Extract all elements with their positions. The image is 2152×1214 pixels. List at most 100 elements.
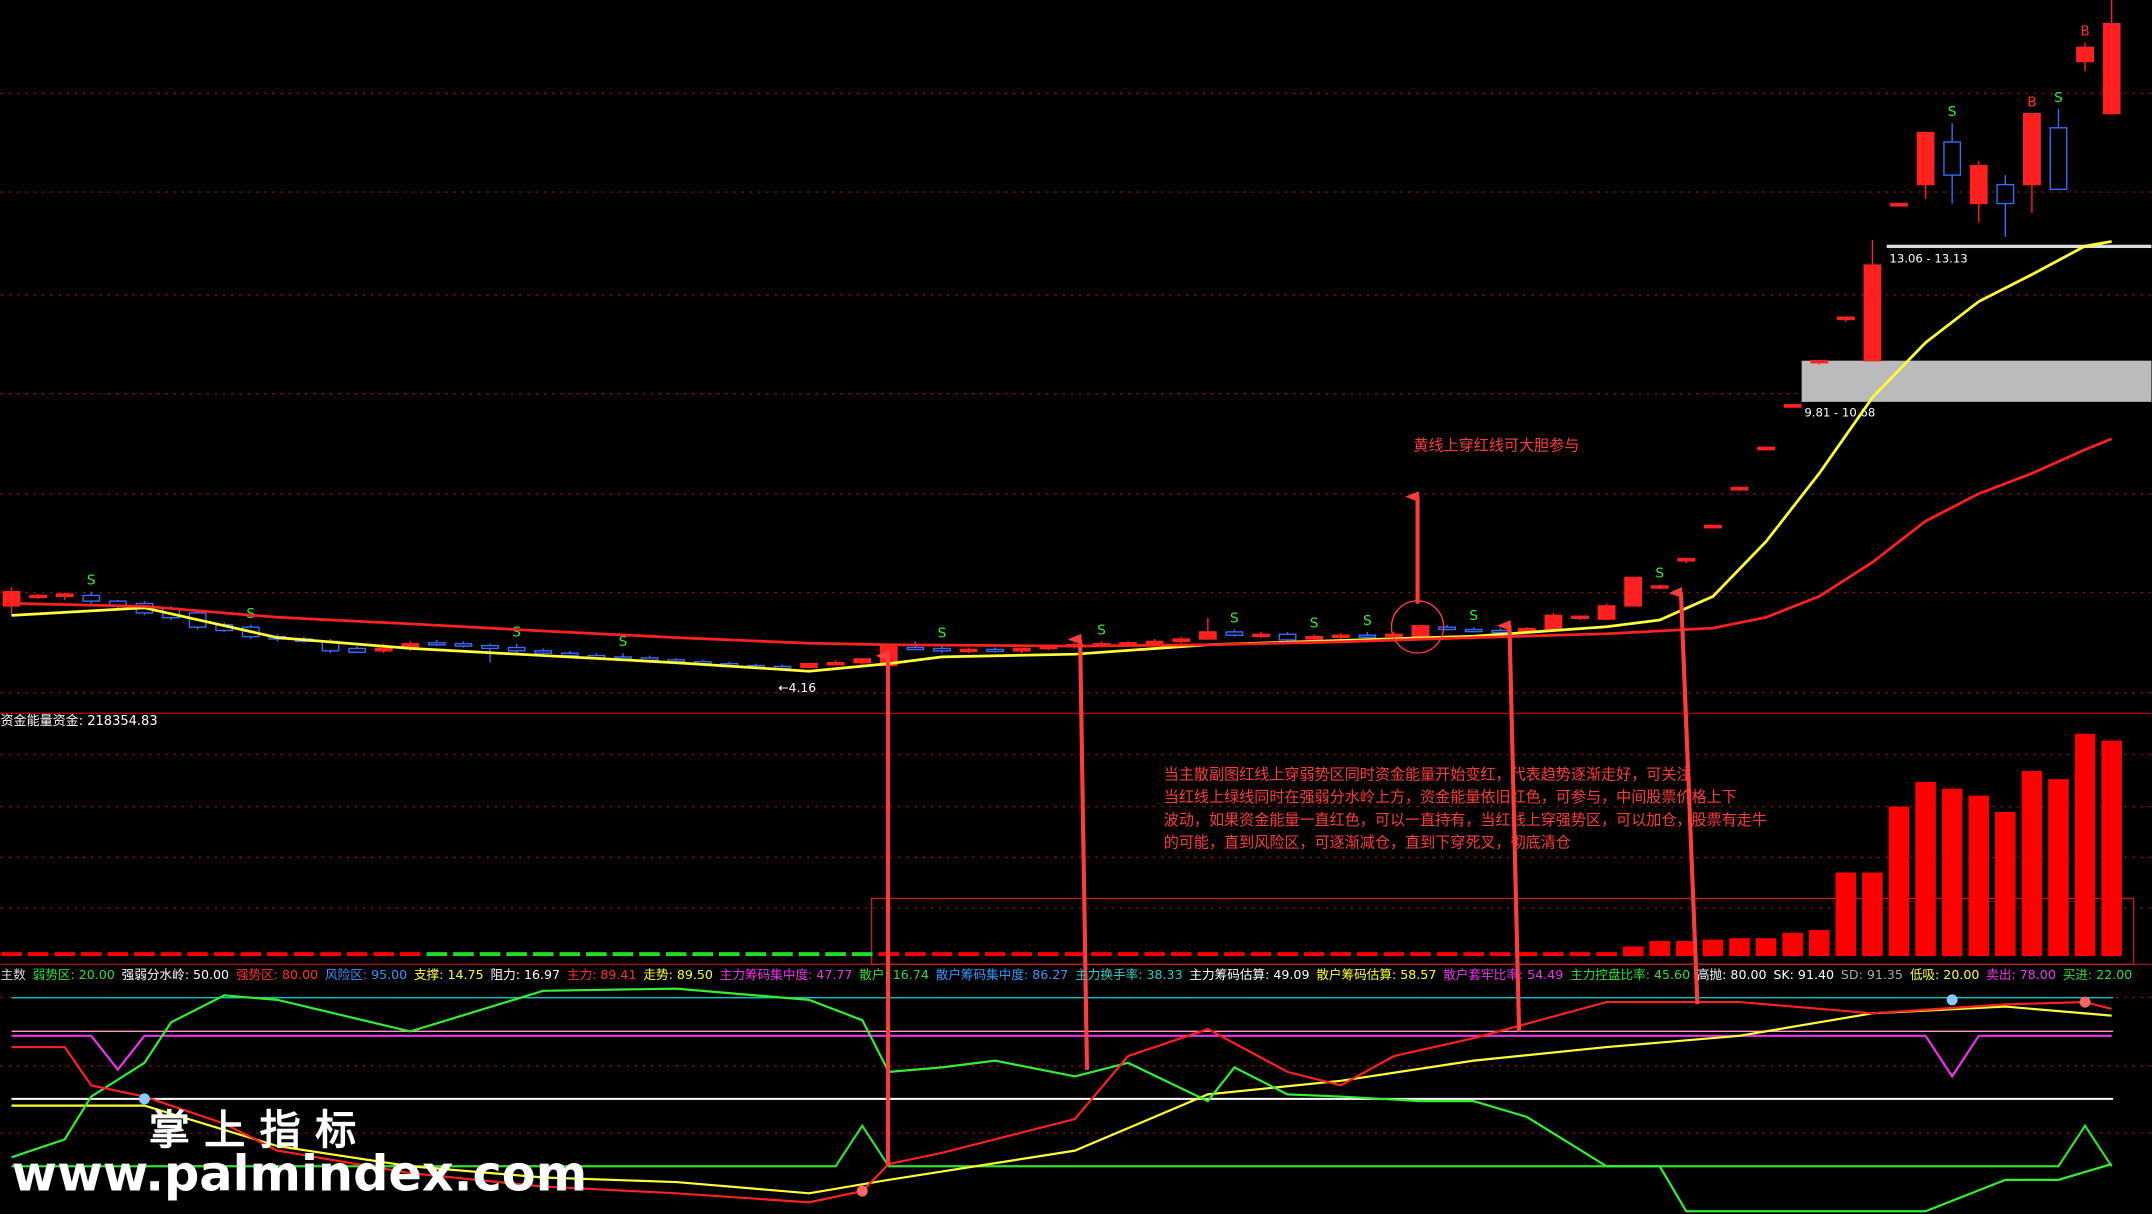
arrow bbox=[1668, 587, 1700, 1005]
candle-body bbox=[1198, 631, 1217, 640]
arrow bbox=[1497, 620, 1522, 1032]
bar bbox=[1835, 872, 1857, 957]
bar bbox=[346, 952, 368, 957]
series-line bbox=[11, 1000, 2112, 1204]
legend-item: 卖出: 78.00 bbox=[1986, 967, 2056, 982]
candle-body bbox=[2076, 46, 2095, 63]
bar bbox=[1729, 938, 1750, 957]
candle-body bbox=[1411, 625, 1430, 638]
bar bbox=[639, 952, 660, 957]
signal-label: S bbox=[512, 625, 521, 641]
candle-body bbox=[560, 652, 579, 657]
bar bbox=[745, 952, 767, 957]
arrows bbox=[875, 491, 1700, 1166]
candle-body bbox=[348, 647, 367, 653]
bar bbox=[1862, 872, 1883, 957]
candle-body bbox=[1544, 614, 1563, 631]
signal-label: S bbox=[619, 634, 628, 650]
candle-body bbox=[1145, 640, 1164, 645]
candle-body bbox=[1597, 605, 1616, 620]
legend-item: SK: 91.40 bbox=[1773, 967, 1834, 982]
bar bbox=[373, 952, 394, 957]
bar bbox=[1968, 795, 1990, 957]
candle-body bbox=[1650, 585, 1669, 589]
candle-body bbox=[82, 594, 101, 602]
signal-label: S bbox=[1363, 613, 1372, 629]
low-label: ←4.16 bbox=[778, 681, 816, 695]
bar bbox=[479, 952, 501, 957]
bar bbox=[320, 952, 341, 957]
candle-body bbox=[959, 648, 978, 653]
candle-body bbox=[1464, 628, 1483, 633]
bar bbox=[825, 952, 846, 957]
legend-item: 主力筹码估算: 49.09 bbox=[1189, 967, 1309, 982]
candle-body bbox=[507, 646, 526, 652]
signal-label: B bbox=[2080, 24, 2089, 40]
panel-title: 资金能量 bbox=[1, 713, 53, 729]
candle-body bbox=[800, 662, 818, 669]
candle-body bbox=[1624, 576, 1643, 607]
signal-label: S bbox=[1655, 566, 1664, 582]
signal-label: S bbox=[1948, 104, 1957, 120]
candle-body bbox=[1305, 635, 1324, 640]
signal-label: S bbox=[2054, 90, 2063, 106]
legend-item: 主力换手率: 38.33 bbox=[1075, 967, 1182, 982]
bar bbox=[1915, 781, 1936, 957]
note-line: 的可能，直到风险区，可逐渐减仓，直到下穿死叉，彻底清仓 bbox=[1164, 833, 1571, 851]
series-line bbox=[11, 1123, 2113, 1168]
bar bbox=[1091, 952, 1112, 957]
bar bbox=[1330, 952, 1352, 957]
legend-item: 强势区: 80.00 bbox=[236, 967, 318, 982]
bar bbox=[1596, 952, 1617, 957]
candle-body bbox=[1863, 264, 1882, 362]
legend-item: 弱势区: 20.00 bbox=[33, 967, 115, 982]
bar bbox=[1224, 952, 1245, 957]
bar bbox=[559, 952, 581, 957]
legend-item: 高抛: 80.00 bbox=[1697, 967, 1767, 982]
signal-dot bbox=[856, 1185, 868, 1197]
legend-item: 阻力: 16.97 bbox=[490, 967, 560, 982]
candle-body bbox=[2049, 127, 2068, 191]
legend-item: 主数 bbox=[1, 967, 27, 982]
legend-item: 风险区: 95.00 bbox=[325, 967, 407, 982]
signal-label: S bbox=[1230, 611, 1239, 627]
candle-body bbox=[1969, 164, 1988, 205]
candle-body bbox=[1996, 183, 2015, 205]
legend-item: 支撑: 14.75 bbox=[414, 967, 484, 982]
bar bbox=[612, 952, 634, 957]
bar bbox=[692, 952, 713, 957]
bar bbox=[2048, 779, 2069, 957]
bar bbox=[107, 952, 129, 957]
bar bbox=[2074, 733, 2096, 957]
highlight-box bbox=[870, 897, 2135, 966]
bar bbox=[1463, 952, 1484, 957]
watermark-url: www.palmindex.com bbox=[12, 1144, 588, 1202]
bar bbox=[213, 952, 235, 957]
bar bbox=[984, 952, 1006, 957]
bar bbox=[1888, 806, 1910, 957]
legend-item: SD: 91.35 bbox=[1841, 967, 1903, 982]
candle-body bbox=[1730, 486, 1749, 491]
bar bbox=[293, 952, 315, 957]
bar bbox=[1117, 952, 1139, 957]
candle-body bbox=[1438, 626, 1456, 631]
bar bbox=[905, 952, 926, 957]
bar bbox=[1303, 952, 1325, 957]
bar bbox=[80, 952, 102, 957]
bar bbox=[851, 952, 873, 957]
bar bbox=[1197, 952, 1219, 957]
bar bbox=[1702, 939, 1724, 957]
notes: 当主散副图红线上穿弱势区同时资金能量开始变红，代表趋势逐渐走好，可关注当红线上绿… bbox=[1164, 766, 1767, 852]
candle-body bbox=[2023, 112, 2041, 186]
candle-body bbox=[1943, 141, 1962, 176]
bar bbox=[665, 952, 687, 957]
candle-body bbox=[1783, 404, 1802, 408]
bar bbox=[1676, 941, 1697, 957]
candle-body bbox=[481, 644, 499, 650]
legend-item: 散户: 16.74 bbox=[859, 967, 929, 982]
candle-body bbox=[986, 648, 1005, 653]
bar bbox=[1622, 946, 1644, 957]
bar bbox=[267, 952, 288, 957]
